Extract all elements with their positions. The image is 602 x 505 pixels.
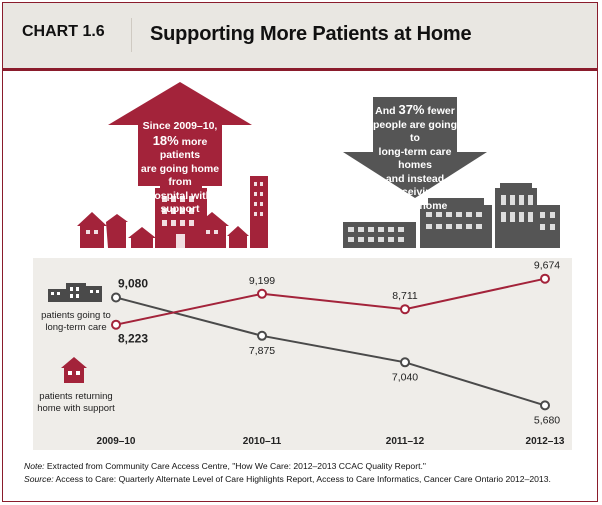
chart-panel	[33, 258, 572, 450]
up-arrow-icon	[108, 82, 252, 186]
callout-down-text: And 37% fewer people are going to long-t…	[372, 102, 457, 212]
callout-up-text: Since 2009–10, 18% more patients are goi…	[140, 120, 220, 215]
data-label-ltc: 7,875	[249, 345, 275, 357]
header-rule	[3, 68, 597, 71]
data-label-ltc: 7,040	[392, 371, 418, 383]
data-label-home: 9,674	[534, 260, 560, 272]
chart-title: Supporting More Patients at Home	[150, 23, 472, 45]
source-line: Source: Access to Care: Quarterly Altern…	[24, 474, 551, 484]
data-label-home: 9,199	[249, 275, 275, 287]
header-band	[3, 3, 597, 69]
data-point-home	[257, 288, 267, 299]
data-label-ltc: 9,080	[118, 277, 148, 291]
legend-label-home: patients returning home with support	[37, 391, 115, 414]
x-tick-label: 2010–11	[243, 436, 282, 447]
data-point-home	[400, 304, 410, 315]
header-separator	[131, 18, 132, 52]
x-tick-label: 2012–13	[526, 436, 565, 447]
data-label-ltc: 5,680	[534, 414, 560, 426]
series-line-ltc	[115, 296, 546, 407]
illustration	[77, 82, 560, 248]
x-tick-label: 2011–12	[386, 436, 425, 447]
data-point-ltc	[111, 292, 121, 303]
series-line-home	[115, 277, 546, 326]
data-label-home: 8,711	[392, 290, 418, 302]
note-line: Note: Extracted from Community Care Acce…	[24, 461, 426, 471]
x-tick-label: 2009–10	[97, 436, 136, 447]
chart-number: CHART 1.6	[22, 23, 105, 40]
data-point-ltc	[400, 357, 410, 368]
data-label-home: 8,223	[118, 332, 148, 346]
data-point-ltc	[257, 330, 267, 341]
data-point-home	[111, 319, 121, 330]
data-point-ltc	[540, 400, 550, 411]
notes: Note: Extracted from Community Care Acce…	[24, 460, 551, 486]
down-arrow-icon	[343, 97, 487, 198]
data-point-home	[540, 273, 550, 284]
legend-label-ltc: patients going to long-term care	[41, 310, 111, 333]
